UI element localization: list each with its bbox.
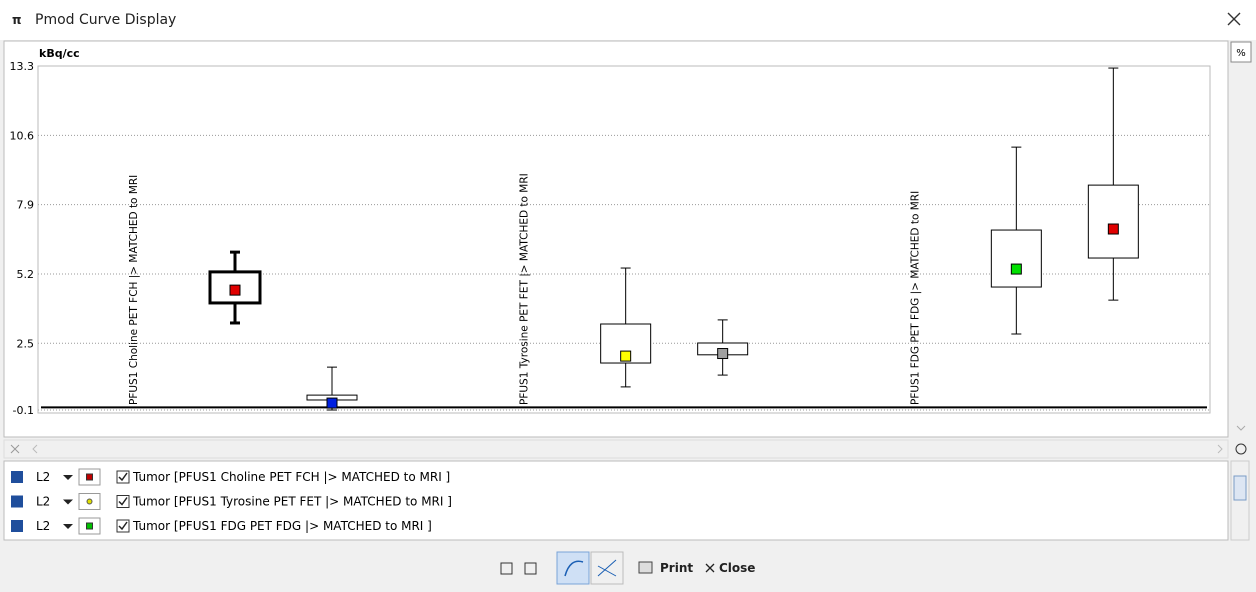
level-dropdown[interactable]: [63, 499, 73, 505]
group-label: PFUS1 Choline PET FCH |> MATCHED to MRI: [128, 175, 140, 405]
group-label: PFUS1 FDG PET FDG |> MATCHED to MRI: [909, 191, 921, 405]
box: [1087, 184, 1139, 259]
save-icon[interactable]: [11, 471, 23, 483]
curve-mode-button[interactable]: [556, 551, 590, 585]
y-tick-label: -0.1: [13, 404, 34, 417]
print-icon: [638, 561, 653, 574]
box-marker: [717, 348, 729, 360]
swatch-marker: [86, 522, 93, 530]
h-clear[interactable]: [10, 444, 20, 454]
visible-checkbox[interactable]: [116, 470, 130, 484]
close-window[interactable]: [1227, 12, 1241, 26]
curve-label: Tumor [PFUS1 Choline PET FCH |> MATCHED …: [132, 470, 450, 484]
legend-panel: [3, 460, 1229, 541]
box-marker: [229, 284, 241, 296]
level: L2: [36, 519, 50, 533]
y-tick-label: 2.5: [17, 337, 35, 350]
box: [990, 229, 1042, 288]
close-icon: [705, 563, 715, 573]
y-tick-label: 10.6: [10, 129, 35, 142]
print-button[interactable]: Print: [660, 561, 693, 575]
box-marker: [326, 397, 338, 409]
swatch-marker: [86, 473, 93, 481]
save-icon[interactable]: [11, 495, 23, 508]
toolbar: Print Close: [500, 551, 755, 585]
box-icon: [597, 559, 617, 577]
curve-label: Tumor [PFUS1 Tyrosine PET FET |> MATCHED…: [132, 495, 452, 509]
level: L2: [36, 470, 50, 484]
percent-button[interactable]: [1230, 41, 1252, 63]
percent-label: %: [1236, 48, 1246, 59]
close-button[interactable]: Close: [719, 561, 755, 575]
check: [118, 521, 128, 531]
curve-label: Tumor [PFUS1 FDG PET FDG |> MATCHED to M…: [132, 519, 432, 533]
chart-panel: [3, 40, 1229, 438]
h-scrollbar[interactable]: [3, 439, 1229, 459]
y-tick-label: 13.3: [10, 60, 35, 73]
swatch-marker: [86, 498, 93, 505]
save-icon[interactable]: [11, 520, 23, 532]
y-tick-label: 5.2: [17, 268, 35, 281]
app-icon: π: [12, 13, 22, 27]
level-dropdown[interactable]: [63, 524, 73, 529]
curve-icon: [564, 560, 584, 577]
layout-button[interactable]: [500, 562, 513, 575]
title-bar: [0, 0, 1256, 40]
level-dropdown[interactable]: [63, 475, 73, 480]
y-tick-label: 7.9: [17, 199, 35, 212]
options-icon[interactable]: [1235, 443, 1247, 455]
check: [118, 472, 128, 482]
v-scroll-thumb[interactable]: [1233, 475, 1247, 501]
level: L2: [36, 495, 50, 509]
box-marker: [1107, 223, 1119, 235]
window-title: Pmod Curve Display: [35, 12, 176, 28]
layout-button[interactable]: [524, 562, 537, 575]
h-arrows[interactable]: [32, 444, 1223, 454]
group-label: PFUS1 Tyrosine PET FET |> MATCHED to MRI: [519, 173, 531, 405]
visible-checkbox[interactable]: [116, 495, 130, 508]
box-marker: [620, 350, 632, 362]
visible-checkbox[interactable]: [116, 519, 130, 533]
check: [118, 497, 128, 506]
scroll-down[interactable]: [1236, 425, 1246, 431]
plot-frame: [37, 65, 1211, 414]
y-axis-label: kBq/cc: [39, 47, 80, 60]
box-marker: [1010, 263, 1022, 275]
